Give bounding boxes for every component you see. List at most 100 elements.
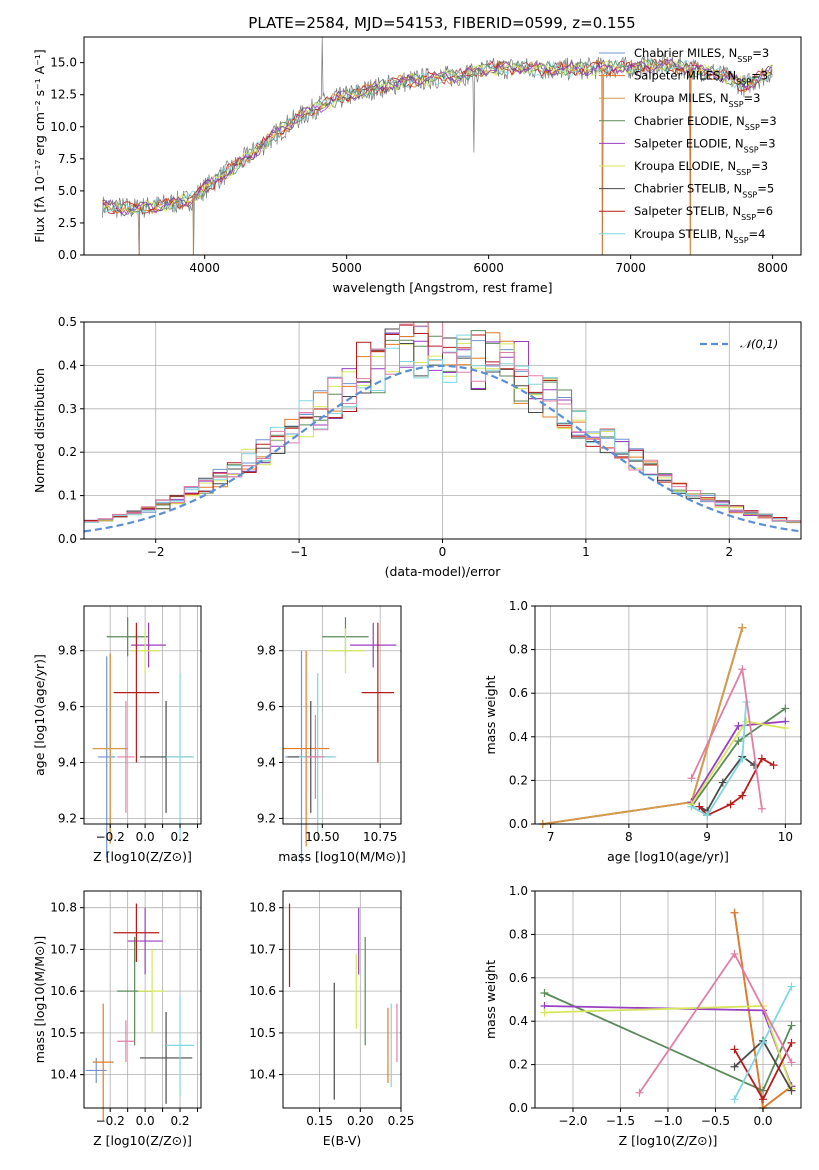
spectrum-lines (102, 37, 773, 255)
y-tick-label: 0.0 (509, 817, 528, 831)
normal-curve (84, 364, 801, 533)
weight-marker (695, 802, 704, 811)
x-tick-label: 9 (703, 830, 711, 844)
axes-frame (83, 605, 202, 825)
y-tick-label: 0.4 (509, 1014, 528, 1028)
chart-mass-vs-EBV: 0.15 0.20 0.25 10.4 10.5 10.6 10.7 10.8 E(B-V) (249, 890, 415, 1148)
weight-marker (738, 791, 747, 800)
x-tick-label: 5000 (331, 261, 362, 275)
x-tick-label: 6000 (473, 261, 504, 275)
weight-marker (726, 800, 735, 809)
histogram-series (84, 322, 801, 524)
y-tick-label: 0.4 (509, 730, 528, 744)
y-axis-label: mass [log10(M/M⊙)] (32, 936, 47, 1064)
x-tick-label: 0.20 (347, 1114, 374, 1128)
x-tick-label: −1.0 (653, 1114, 682, 1128)
y-tick-label: 9.8 (257, 644, 276, 658)
x-tick-label: 10.75 (363, 830, 397, 844)
weight-marker (757, 754, 766, 763)
legend-label: Kroupa ELODIE, NSSP=3 (634, 159, 768, 177)
weight-marker (718, 778, 727, 787)
spectrum-model (102, 59, 773, 214)
y-axis-label: mass weight (483, 675, 498, 754)
chart-weight-vs-age: 7 8 9 10 0.0 0.2 0.4 0.6 0.8 1.0 age [log10(age/yr… (483, 599, 802, 864)
x-tick-label: 0.2 (170, 830, 189, 844)
y-tick-label: 9.6 (257, 700, 276, 714)
y-tick-label: 0.0 (509, 1101, 528, 1115)
y-tick-label: 9.4 (257, 756, 276, 770)
y-tick-label: 0.3 (58, 402, 77, 416)
y-tick-label: 9.4 (58, 756, 77, 770)
x-tick-label: 0 (439, 545, 447, 559)
x-tick-label: 0.0 (753, 1114, 772, 1128)
axes-frame (83, 890, 202, 1109)
x-tick-label: 0.25 (388, 1114, 415, 1128)
weight-marker (687, 802, 696, 811)
y-tick-label: 0.6 (509, 686, 528, 700)
y-tick-label: 10.4 (249, 1068, 276, 1082)
y-tick-label: 10.8 (249, 901, 276, 915)
y-tick-label: 0.6 (509, 971, 528, 985)
y-axis-label: mass weight (483, 960, 498, 1039)
weight-marker (787, 982, 796, 991)
y-tick-label: 0.0 (58, 532, 77, 546)
weight-marker (730, 949, 739, 958)
y-tick-label: 12.5 (50, 88, 77, 102)
weight-marker (703, 811, 712, 820)
y-tick-label: 10.6 (249, 984, 276, 998)
x-axis-label: E(B-V) (323, 1133, 362, 1148)
y-axis-label: Flux [fλ 10⁻¹⁷ erg cm⁻² s⁻¹ A⁻¹] (32, 49, 47, 242)
y-tick-label: 15.0 (50, 56, 77, 70)
y-tick-label: 9.8 (58, 644, 77, 658)
x-axis-label: (data-model)/error (385, 564, 502, 579)
legend-label: Chabrier ELODIE, NSSP=3 (634, 114, 777, 132)
legend-label: Salpeter MILES, NSSP=3 (634, 69, 768, 87)
weight-marker (734, 721, 743, 730)
x-tick-label: −0.5 (701, 1114, 730, 1128)
legend-label: Salpeter ELODIE, NSSP=3 (634, 136, 776, 154)
y-tick-label: 10.8 (50, 901, 77, 915)
weight-marker (769, 761, 778, 770)
y-tick-label: 9.2 (58, 811, 77, 825)
x-tick-label: 0.2 (170, 1114, 189, 1128)
y-tick-label: 10.0 (50, 120, 77, 134)
weight-marker (730, 1062, 739, 1071)
x-tick-label: −0.2 (96, 830, 125, 844)
x-tick-label: 0.0 (136, 1114, 155, 1128)
weight-marker (757, 804, 766, 813)
weight-marker (730, 908, 739, 917)
y-tick-label: 0.2 (509, 1058, 528, 1072)
y-tick-label: 10.7 (249, 942, 276, 956)
weight-marker (781, 704, 790, 713)
weight-marker (759, 1095, 767, 1104)
histogram-series (84, 334, 801, 526)
histograms (84, 322, 801, 533)
weight-marker (730, 1095, 739, 1104)
weight-marker (759, 1038, 767, 1047)
y-tick-label: 0.5 (58, 315, 77, 329)
axes-frame (282, 890, 402, 1109)
y-tick-label: 2.5 (58, 216, 77, 230)
x-tick-label: 4000 (189, 261, 220, 275)
weight-marker (734, 737, 743, 746)
x-tick-label: 2 (725, 545, 733, 559)
chart-mass-vs-Z: −0.2 0.0 0.2 10.4 10.5 10.6 10.7 10.8 Z [log10(Z… (32, 890, 202, 1148)
weight-lines (538, 623, 790, 828)
weight-marker (787, 1086, 796, 1095)
y-tick-label: 10.4 (50, 1068, 77, 1082)
weight-marker (787, 1058, 796, 1067)
x-tick-label: 8 (625, 830, 633, 844)
weight-marker (687, 774, 696, 783)
y-tick-label: 5.0 (58, 184, 77, 198)
x-tick-label: −0.2 (96, 1114, 125, 1128)
x-tick-label: 1 (582, 545, 590, 559)
y-axis-label: age [log10(age/yr)] (32, 654, 47, 776)
x-tick-label: 10 (778, 830, 793, 844)
axes-frame (282, 605, 402, 825)
legend-label: 𝒩(0,1) (740, 337, 778, 351)
x-axis-label: age [log10(age/yr)] (607, 849, 729, 864)
y-tick-label: 10.7 (50, 942, 77, 956)
x-axis-label: Z [log10(Z/Z⊙)] (93, 1133, 192, 1148)
errorbars (288, 903, 398, 1100)
